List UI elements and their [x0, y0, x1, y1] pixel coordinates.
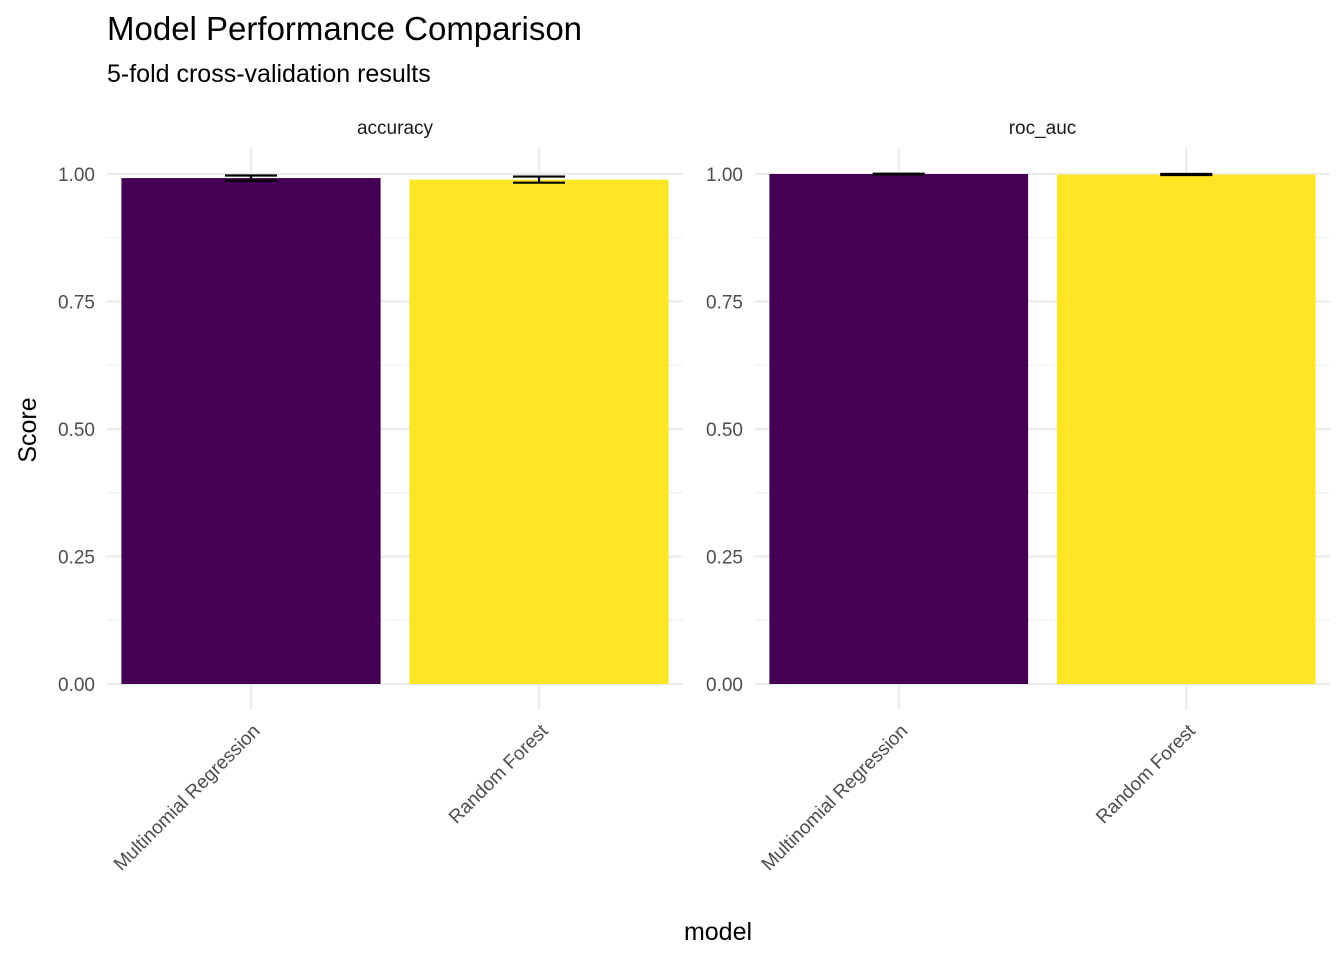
facet-strip-label: accuracy [357, 118, 434, 139]
x-axis-title: model [684, 918, 752, 946]
error-bar-1-1 [1160, 172, 1213, 177]
y-tick-label: 1.00 [58, 165, 95, 186]
y-tick-label: 0.75 [58, 293, 95, 314]
x-tick-label: Random Forest [445, 720, 553, 828]
x-tick-label: Random Forest [1092, 720, 1200, 828]
facet-panels: accuracy 0.00 0.25 0.50 0.75 1.00 Multinomial … [58, 118, 1330, 875]
error-bar-1-0 [872, 172, 925, 176]
chart-title: Model Performance Comparison [107, 10, 582, 47]
bar-1-0 [769, 174, 1029, 684]
x-tick-label: Multinomial Regression [110, 721, 264, 875]
y-axis-title: Score [14, 397, 42, 462]
y-tick-label: 0.75 [706, 293, 743, 314]
y-tick-label: 0.50 [706, 420, 743, 441]
bar-0-1 [409, 179, 669, 685]
chart-subtitle: 5-fold cross-validation results [107, 60, 431, 88]
facet-panel-accuracy: accuracy 0.00 0.25 0.50 0.75 1.00 Multinomial … [58, 118, 683, 875]
error-bar-0-1 [513, 175, 565, 184]
y-tick-label: 0.25 [58, 548, 95, 569]
facet-strip-label: roc_auc [1009, 118, 1077, 139]
y-tick-label: 0.00 [706, 675, 743, 696]
y-tick-label: 0.50 [58, 420, 95, 441]
y-tick-label: 1.00 [706, 165, 743, 186]
error-bar-0-0 [225, 174, 277, 182]
x-tick-label: Multinomial Regression [758, 721, 912, 875]
bar-1-1 [1056, 174, 1316, 684]
y-tick-label: 0.00 [58, 675, 95, 696]
y-tick-label: 0.25 [706, 548, 743, 569]
bar-0-0 [121, 178, 381, 684]
facet-panel-roc_auc: roc_auc 0.00 0.25 0.50 0.75 1.00 Multinomial R… [706, 118, 1330, 875]
